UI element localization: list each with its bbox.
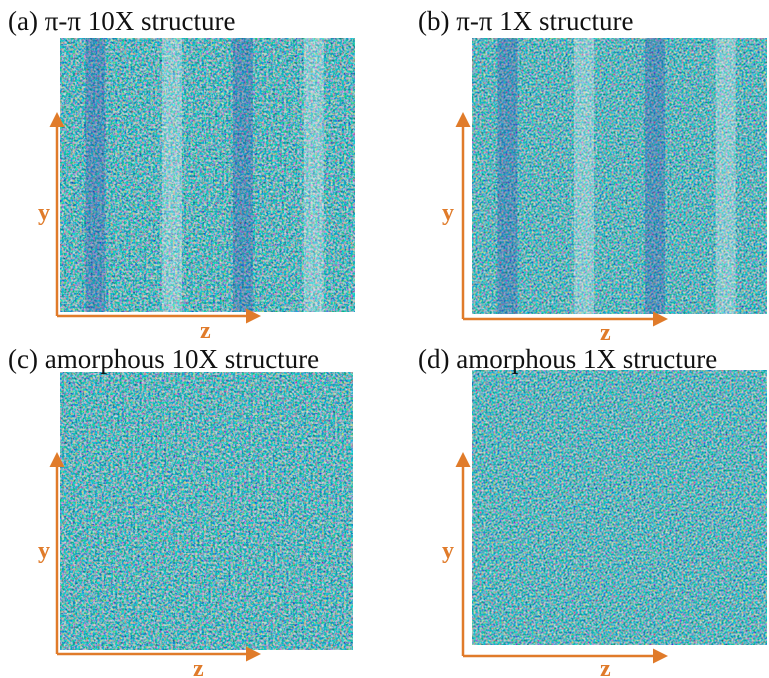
- z-axis-label: z: [193, 656, 204, 678]
- panel-title: (a) π-π 10X structure: [8, 6, 235, 36]
- z-axis-label: z: [600, 656, 611, 678]
- structure-specks: [60, 372, 353, 650]
- z-axis-label: z: [200, 318, 211, 344]
- panel: (b) π-π 1X structure y z: [418, 6, 767, 346]
- panel: (a) π-π 10X structure y z: [8, 6, 355, 344]
- structure-specks: [60, 38, 355, 312]
- panel-title: (c) amorphous 10X structure: [8, 344, 319, 374]
- panel: (c) amorphous 10X structure y z: [8, 344, 353, 678]
- panel-title: (b) π-π 1X structure: [418, 6, 633, 36]
- y-axis-label: y: [38, 200, 50, 226]
- y-axis-label: y: [38, 538, 50, 564]
- figure: (a) π-π 10X structureyz(b) π-π 1X struct…: [0, 0, 769, 678]
- structure-specks: [472, 370, 767, 645]
- y-axis-label: y: [442, 200, 454, 226]
- panel-title: (d) amorphous 1X structure: [418, 344, 717, 374]
- z-axis-label: z: [600, 320, 611, 346]
- y-axis-label: y: [442, 538, 454, 564]
- structure-specks: [472, 38, 767, 314]
- panel: (d) amorphous 1X structure y z: [418, 344, 767, 678]
